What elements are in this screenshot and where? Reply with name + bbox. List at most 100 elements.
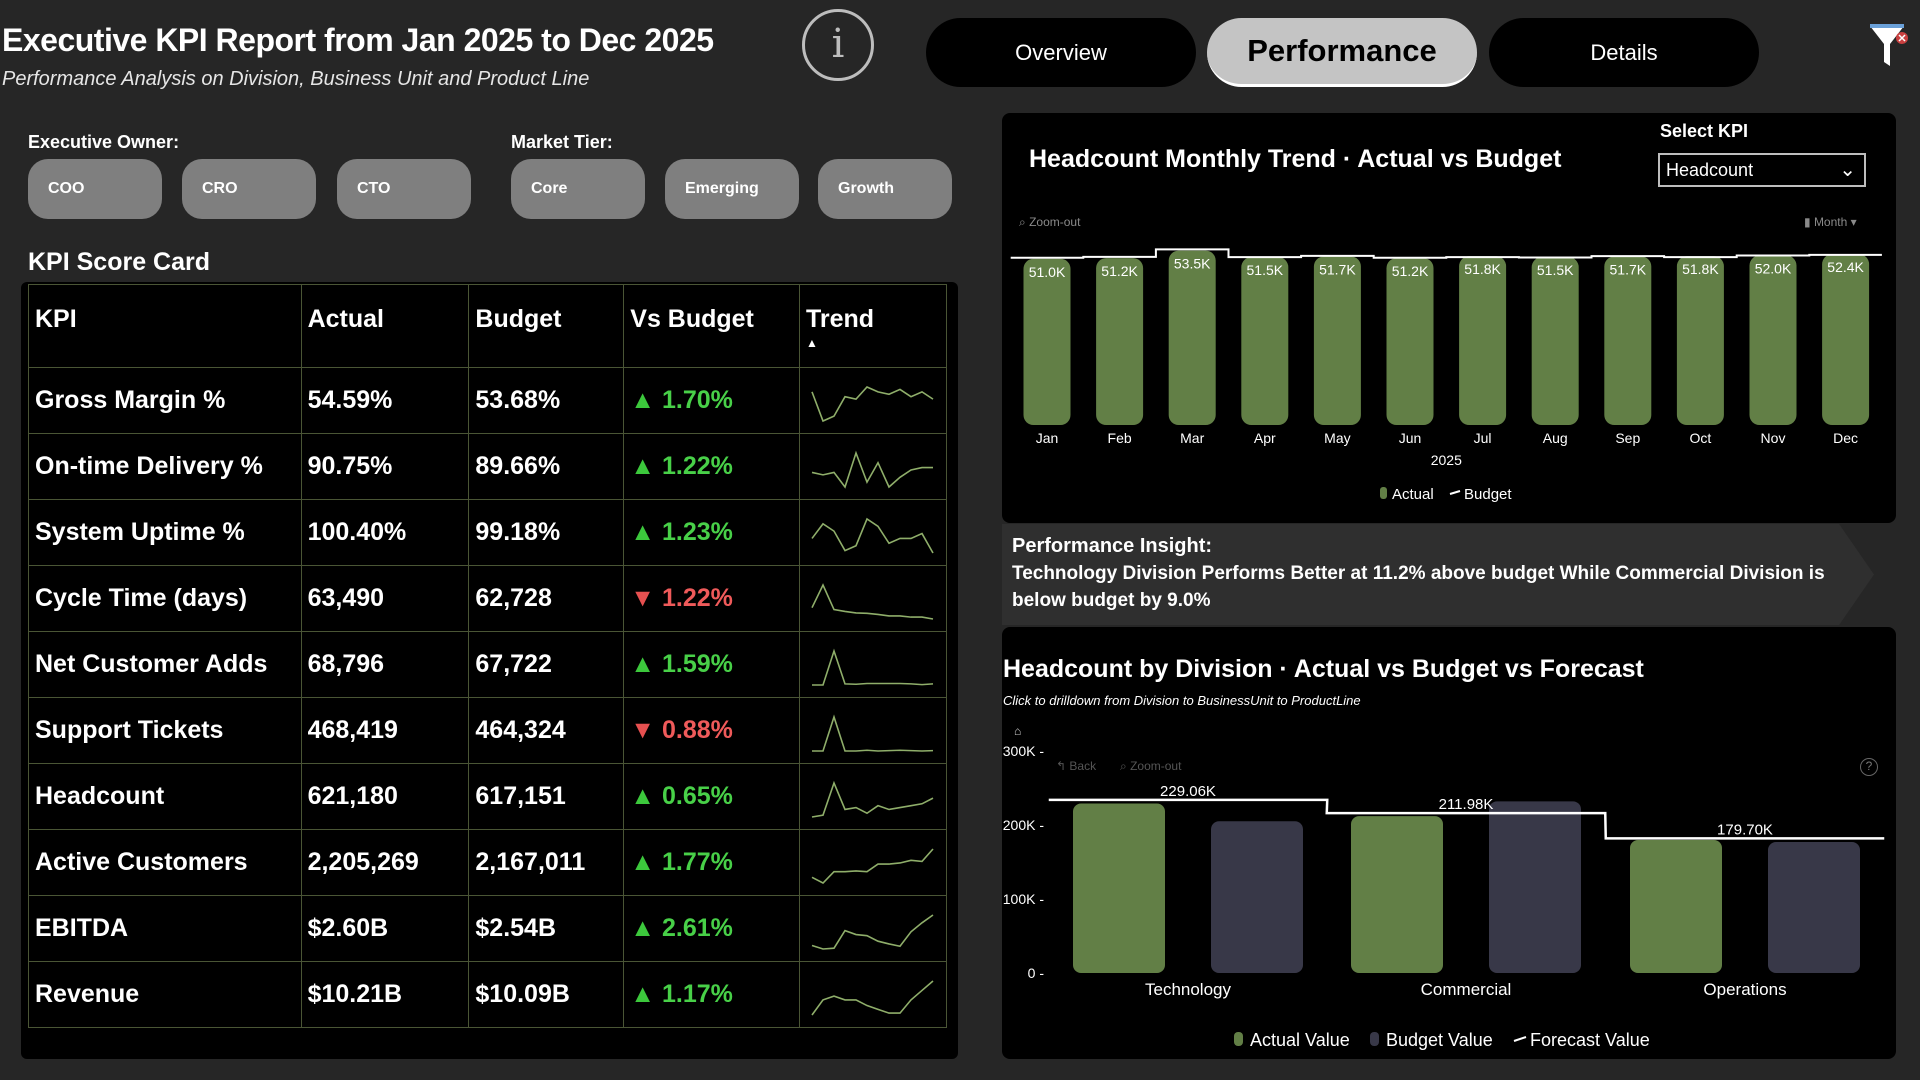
clear-filter-icon[interactable] — [1868, 22, 1908, 68]
kpi-trend — [798, 499, 948, 566]
kpi-row[interactable]: Cycle Time (days) 63,490 62,728 ▼ 1.22% — [28, 565, 948, 632]
col-kpi[interactable]: KPI — [28, 284, 302, 368]
monthly-zoom-out-button[interactable]: ⌕ Zoom-out — [1019, 215, 1080, 230]
drill-up-home-icon[interactable]: ⌂ — [1014, 724, 1022, 738]
bar-label: 51.8K — [1464, 261, 1501, 277]
kpi-trend — [798, 895, 948, 962]
kpi-actual: 621,180 — [300, 763, 470, 830]
filter-cto[interactable]: CTO — [337, 159, 471, 219]
col-budget[interactable]: Budget — [468, 284, 625, 368]
bar-actual-sep[interactable] — [1604, 256, 1652, 425]
kpi-actual: 68,796 — [300, 631, 470, 698]
triangle-up-icon: ▲ — [630, 980, 656, 1008]
bar-actual-jan[interactable] — [1023, 258, 1071, 425]
kpi-budget: 67,722 — [468, 631, 625, 698]
help-icon[interactable]: ? — [1860, 758, 1878, 776]
bar-actual-nov[interactable] — [1749, 255, 1797, 425]
kpi-name: Cycle Time (days) — [28, 565, 302, 632]
col-actual[interactable]: Actual — [300, 284, 470, 368]
bar-label: 51.5K — [1537, 262, 1574, 278]
kpi-row[interactable]: On-time Delivery % 90.75% 89.66% ▲ 1.22% — [28, 433, 948, 500]
filter-emerging[interactable]: Emerging — [665, 159, 799, 219]
sparkline-line — [811, 713, 934, 752]
tab-overview[interactable]: Overview — [926, 18, 1196, 87]
kpi-row[interactable]: Active Customers 2,205,269 2,167,011 ▲ 1… — [28, 829, 948, 896]
kpi-row[interactable]: Net Customer Adds 68,796 67,722 ▲ 1.59% — [28, 631, 948, 698]
drill-level-dropdown[interactable]: ▮ Month ▾ — [1804, 215, 1857, 229]
select-kpi-dropdown[interactable]: Headcount ⌄ — [1658, 153, 1866, 187]
bar-budget-operations[interactable] — [1768, 842, 1860, 973]
x-tick-label: Mar — [1180, 430, 1204, 446]
y-tick-label: 0 - — [1028, 965, 1045, 981]
bar-actual-feb[interactable] — [1096, 258, 1144, 425]
filter-core[interactable]: Core — [511, 159, 645, 219]
legend-budget-swatch — [1449, 490, 1461, 495]
tab-details[interactable]: Details — [1489, 18, 1759, 87]
bar-actual-jun[interactable] — [1386, 258, 1434, 425]
kpi-vs-budget: ▲ 1.17% — [623, 961, 800, 1028]
kpi-trend — [798, 565, 948, 632]
bar-actual-jul[interactable] — [1459, 256, 1507, 425]
bar-budget-technology[interactable] — [1211, 821, 1303, 973]
col-vs-budget[interactable]: Vs Budget — [623, 284, 800, 368]
legend-swatch — [1234, 1032, 1243, 1046]
kpi-budget: $2.54B — [468, 895, 625, 962]
x-tick-label: Oct — [1690, 430, 1712, 446]
kpi-trend — [798, 763, 948, 830]
bar-label: 51.7K — [1610, 261, 1647, 277]
division-zoom-out-button[interactable]: ⌕ Zoom-out — [1120, 759, 1181, 774]
filter-cro[interactable]: CRO — [182, 159, 316, 219]
kpi-row[interactable]: Support Tickets 468,419 464,324 ▼ 0.88% — [28, 697, 948, 764]
kpi-name: EBITDA — [28, 895, 302, 962]
kpi-vs-budget: ▲ 2.61% — [623, 895, 800, 962]
bar-label: 51.2K — [1392, 263, 1429, 279]
kpi-row[interactable]: EBITDA $2.60B $2.54B ▲ 2.61% — [28, 895, 948, 962]
bar-actual-commercial[interactable] — [1351, 816, 1443, 973]
vs-budget-value: 1.77% — [661, 848, 733, 876]
chevron-down-icon: ⌄ — [1839, 159, 1856, 181]
sparkline — [811, 517, 934, 553]
page-title: Executive KPI Report from Jan 2025 to De… — [2, 22, 714, 58]
vs-budget-value: 1.17% — [661, 980, 733, 1008]
triangle-down-icon: ▼ — [630, 716, 656, 744]
bar-label: 51.8K — [1682, 261, 1719, 277]
kpi-row[interactable]: System Uptime % 100.40% 99.18% ▲ 1.23% — [28, 499, 948, 566]
bar-actual-operations[interactable] — [1630, 840, 1722, 973]
sparkline-line — [811, 913, 934, 950]
back-arrow-icon: ↰ — [1056, 759, 1070, 773]
monthly-chart-title: Headcount Monthly Trend · Actual vs Budg… — [1029, 145, 1562, 173]
bar-actual-dec[interactable] — [1822, 254, 1870, 425]
kpi-row[interactable]: Headcount 621,180 617,151 ▲ 0.65% — [28, 763, 948, 830]
budget-step-line — [1010, 248, 1882, 259]
kpi-vs-budget: ▼ 1.22% — [623, 565, 800, 632]
bar-actual-apr[interactable] — [1241, 257, 1289, 425]
legend: Actual Value Budget Value Forecast Value — [1234, 1030, 1650, 1050]
filter-coo[interactable]: COO — [28, 159, 162, 219]
kpi-row[interactable]: Gross Margin % 54.59% 53.68% ▲ 1.70% — [28, 367, 948, 434]
bar-budget-commercial[interactable] — [1489, 801, 1581, 973]
info-icon[interactable]: i — [802, 9, 874, 81]
filter-growth[interactable]: Growth — [818, 159, 952, 219]
bar-label: 51.0K — [1029, 264, 1066, 280]
legend-swatch — [1370, 1032, 1379, 1046]
zoom-out-label: Zoom-out — [1029, 215, 1081, 229]
col-trend[interactable]: Trend ▲ — [798, 284, 948, 368]
monthly-trend-chart: 51.0K Jan 51.2K Feb 53.5K Mar 51.5K Apr 51.7K May… — [1010, 248, 1882, 503]
triangle-up-icon: ▲ — [630, 782, 656, 810]
bar-actual-technology[interactable] — [1073, 803, 1165, 973]
bar-actual-oct[interactable] — [1676, 256, 1724, 425]
kpi-budget: 89.66% — [468, 433, 625, 500]
kpi-actual: $10.21B — [300, 961, 470, 1028]
sparkline — [811, 780, 934, 818]
bar-actual-may[interactable] — [1313, 256, 1361, 425]
y-tick-label: 200K - — [1003, 817, 1045, 833]
back-button[interactable]: ↰ Back — [1056, 759, 1096, 773]
kpi-name: Active Customers — [28, 829, 302, 896]
kpi-row[interactable]: Revenue $10.21B $10.09B ▲ 1.17% — [28, 961, 948, 1028]
tab-performance[interactable]: Performance — [1207, 18, 1477, 87]
x-tick-label: Jun — [1399, 430, 1422, 446]
bar-actual-aug[interactable] — [1531, 257, 1579, 425]
bar-actual-mar[interactable] — [1168, 250, 1216, 425]
triangle-up-icon: ▲ — [630, 386, 656, 414]
x-tick-label: Dec — [1833, 430, 1858, 446]
